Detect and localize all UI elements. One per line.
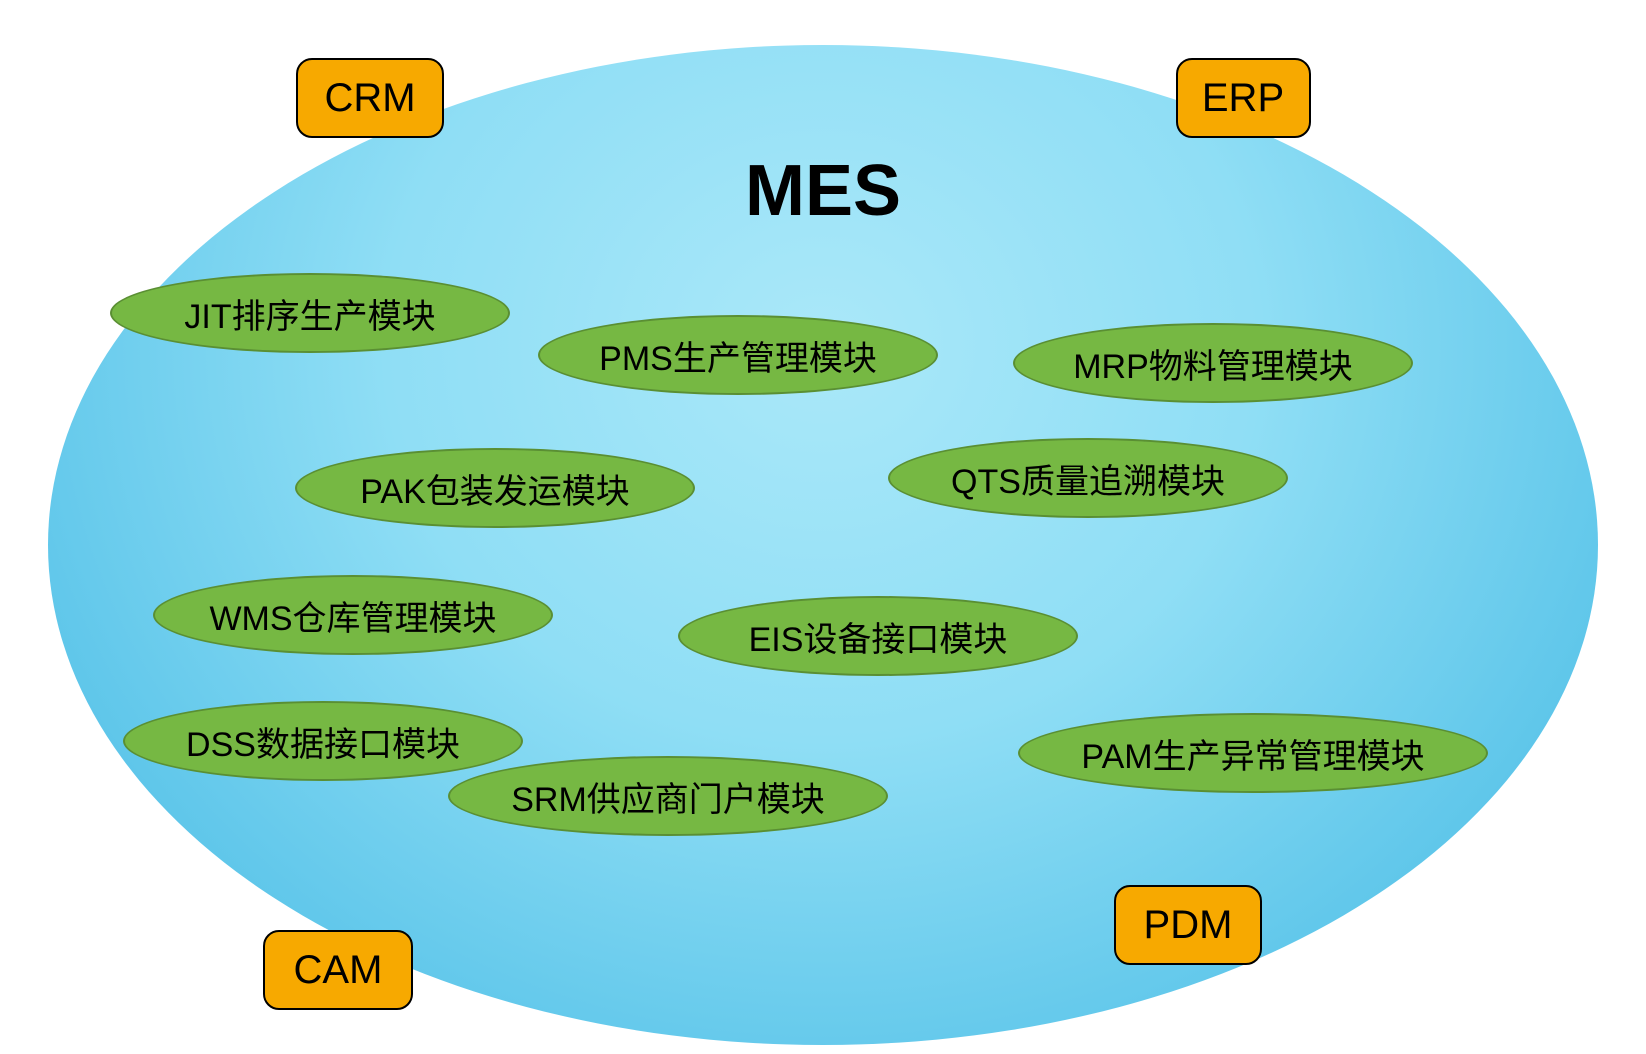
- corner-box-cam: CAM: [263, 930, 413, 1010]
- module-pms: PMS生产管理模块: [538, 315, 938, 395]
- diagram-canvas: MES JIT排序生产模块 PMS生产管理模块 MRP物料管理模块 PAK包装发运模块…: [0, 0, 1646, 1054]
- corner-box-erp: ERP: [1176, 58, 1311, 138]
- module-pam: PAM生产异常管理模块: [1018, 713, 1488, 793]
- module-eis: EIS设备接口模块: [678, 596, 1078, 676]
- module-qts: QTS质量追溯模块: [888, 438, 1288, 518]
- title-mes: MES: [745, 150, 901, 232]
- module-pak: PAK包装发运模块: [295, 448, 695, 528]
- module-wms: WMS仓库管理模块: [153, 575, 553, 655]
- module-dss: DSS数据接口模块: [123, 701, 523, 781]
- module-jit: JIT排序生产模块: [110, 273, 510, 353]
- module-srm: SRM供应商门户模块: [448, 756, 888, 836]
- corner-box-crm: CRM: [296, 58, 444, 138]
- corner-box-pdm: PDM: [1114, 885, 1262, 965]
- module-mrp: MRP物料管理模块: [1013, 323, 1413, 403]
